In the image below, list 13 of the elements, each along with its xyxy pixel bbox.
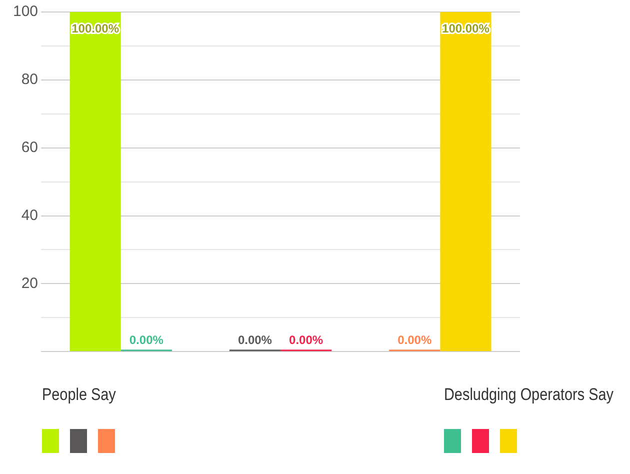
series-label: Desludging Operators Say — [444, 385, 614, 405]
data-label: 0.00% — [238, 332, 272, 347]
y-tick-label: 40 — [21, 206, 38, 224]
data-label: 0.00% — [129, 332, 164, 347]
series-label: People Say — [42, 385, 116, 405]
y-tick-label: 100 — [12, 3, 38, 20]
y-tick-label: 80 — [21, 71, 38, 88]
data-label: 100.00% — [72, 21, 120, 36]
y-tick-label: 20 — [21, 274, 38, 292]
data-label: 100.00% — [442, 21, 490, 36]
data-label: 0.00% — [289, 332, 324, 347]
y-tick-label: 60 — [21, 138, 38, 156]
data-label: 0.00% — [398, 332, 432, 347]
